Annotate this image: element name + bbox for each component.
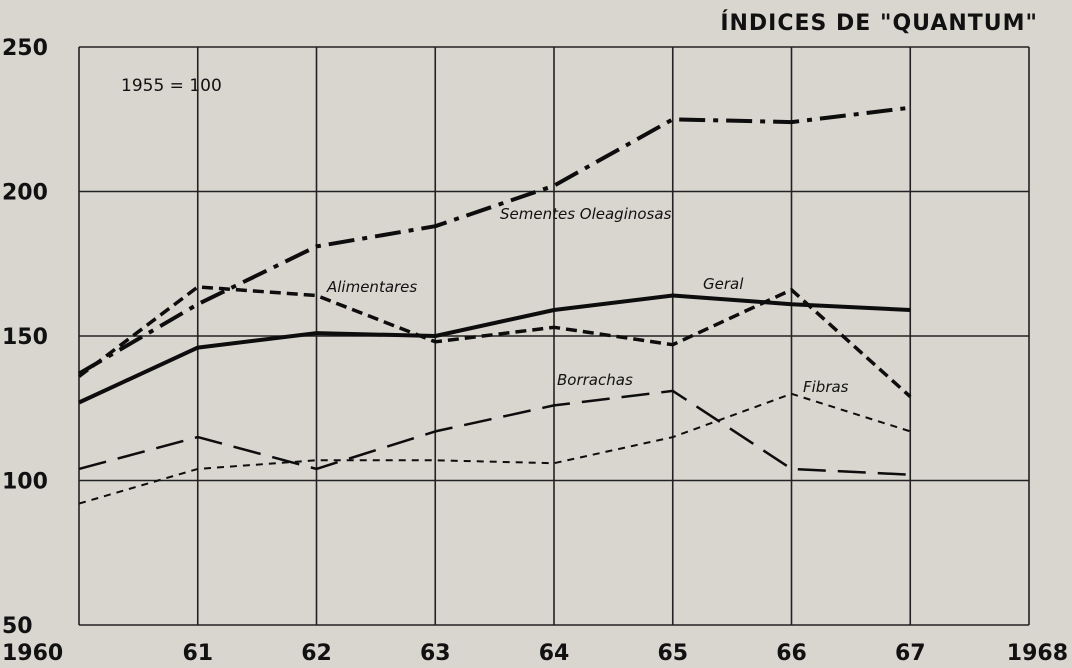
base-year-note: 1955 = 100 bbox=[121, 76, 222, 96]
series-label-geral: Geral bbox=[703, 275, 744, 293]
y-tick-label: 150 bbox=[2, 325, 48, 350]
series-label-alimentares: Alimentares bbox=[326, 278, 417, 296]
series-label-borrachas: Borrachas bbox=[557, 371, 633, 389]
chart-title: ÍNDICES DE "QUANTUM" bbox=[720, 10, 1038, 36]
series-labels: Sementes Oleaginosas Alimentares Geral Borr… bbox=[326, 205, 849, 396]
x-tick-label: 64 bbox=[539, 641, 570, 666]
grid bbox=[78, 46, 1030, 626]
x-tick-label: 63 bbox=[420, 641, 451, 666]
axes: 50 100 150 200 250 1960 61 62 63 64 65 66 67 1968 bbox=[2, 36, 1068, 666]
series-label-sementes-oleaginosas: Sementes Oleaginosas bbox=[500, 205, 672, 223]
x-tick-label: 67 bbox=[895, 641, 926, 666]
y-tick-label: 200 bbox=[2, 181, 48, 206]
series-label-fibras: Fibras bbox=[803, 378, 849, 396]
x-tick-label: 1960 bbox=[2, 641, 63, 666]
series-line-borrachas bbox=[78, 389, 911, 476]
series-line-geral bbox=[78, 293, 911, 405]
series-line-sementes-oleaginosas bbox=[77, 105, 911, 376]
x-tick-label: 1968 bbox=[1007, 641, 1068, 666]
x-tick-label: 66 bbox=[776, 641, 807, 666]
y-tick-label: 100 bbox=[2, 470, 48, 495]
x-tick-label: 61 bbox=[182, 641, 213, 666]
y-tick-label: 250 bbox=[2, 36, 48, 61]
x-tick-label: 62 bbox=[301, 641, 332, 666]
series-line-fibras bbox=[78, 392, 911, 505]
series-lines bbox=[77, 105, 912, 505]
x-tick-label: 65 bbox=[657, 641, 688, 666]
y-tick-label: 50 bbox=[2, 614, 33, 639]
